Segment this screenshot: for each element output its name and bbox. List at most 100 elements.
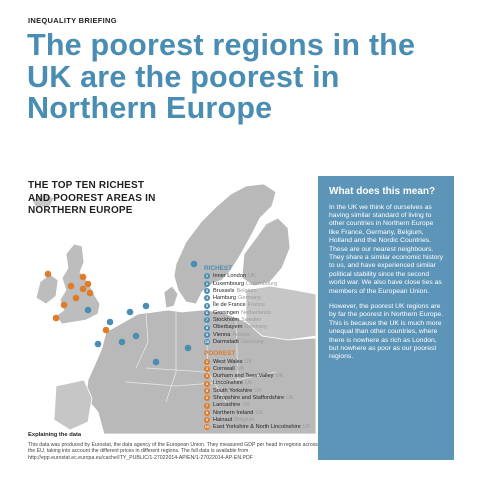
richest-item-1: 1 Inner London UK: [204, 273, 324, 280]
poorest-number-badge: 3: [204, 373, 210, 380]
poorest-list: 1 West Wales UK 2 Cornwall UK 3 Durham and Tees…: [204, 359, 324, 431]
richest-marker-3: [106, 318, 114, 326]
richest-country-name: Sweden: [241, 317, 262, 324]
poorest-marker-3: [79, 273, 87, 281]
richest-country-name: Netherlands: [241, 309, 272, 316]
poorest-item-9: 9 Hainaut Belgium: [204, 416, 324, 424]
map-title: THE TOP TEN RICHEST AND POOREST AREAS IN…: [28, 180, 156, 216]
richest-area-name: Île de France: [213, 302, 246, 309]
poorest-item-3: 3 Durham and Tees Valley UK: [204, 373, 324, 380]
richest-markers: [84, 260, 198, 366]
poorest-area-name: Cornwall: [213, 365, 235, 372]
headline: The poorest regions in the UK are the po…: [27, 28, 416, 125]
richest-item-10: 10 Darmstadt Germany: [204, 338, 324, 346]
richest-area-name: Vienna: [213, 331, 231, 338]
richest-item-4: 4 Hamburg Germany: [204, 295, 324, 302]
richest-heading: RICHEST: [204, 265, 233, 272]
sidebar-paragraph-1: In the UK we think of ourselves as havin…: [329, 203, 444, 295]
poorest-area-name: West Wales: [213, 358, 243, 365]
iceland-shape: [31, 193, 55, 209]
richest-marker-5: [94, 340, 102, 348]
poorest-item-8: 8 Northern Ireland UK: [204, 410, 324, 416]
explaining-section: Explaining the data This data was produc…: [28, 432, 318, 461]
poorest-marker-2: [52, 314, 60, 322]
poorest-heading: POOREST: [204, 350, 236, 358]
richest-area-name: Oberbayern: [213, 324, 243, 331]
sidebar-paragraph-2: However, the poorest UK regions are by f…: [329, 302, 444, 361]
poorest-country-name: UK: [244, 380, 253, 387]
iberia-shape: [53, 379, 93, 431]
richest-number-badge: 7: [204, 317, 210, 324]
richest-marker-9: [184, 344, 192, 352]
scandinavia-shape: [173, 183, 277, 305]
poorest-country-name: UK: [275, 373, 284, 380]
richest-number-badge: 9: [204, 331, 210, 338]
richest-area-name: Stockholm: [213, 317, 240, 324]
explaining-title: Explaining the data: [28, 432, 82, 438]
kicker: INEQUALITY BRIEFING: [28, 16, 117, 25]
poorest-item-4: 4 Lincolnshire UK: [204, 380, 324, 387]
richest-country-name: Belgium: [236, 287, 257, 294]
richest-marker-2: [118, 338, 126, 346]
denmark-shape: [163, 285, 179, 309]
richest-list: 1 Inner London UK 2 Luxembourg Luxembourg 3 Bru…: [204, 273, 324, 346]
richest-item-5: 5 Île de France France: [204, 302, 324, 309]
poorest-number-badge: 2: [204, 366, 210, 373]
map-legend: RICHEST 1 Inner London UK 2 Luxembourg Luxemb…: [204, 265, 324, 432]
richest-country-name: Germany: [240, 338, 264, 345]
europe-map: [31, 183, 316, 434]
ireland-shape: [35, 273, 59, 305]
poorest-country-name: UK: [302, 424, 311, 431]
poorest-markers: [44, 270, 110, 334]
poorest-item-7: 7 Lancashire UK: [204, 402, 324, 409]
poorest-area-name: Shropshire and Staffordshire: [213, 395, 285, 402]
richest-country-name: Austria: [232, 331, 250, 338]
richest-marker-10: [132, 332, 140, 340]
poorest-marker-8: [44, 270, 52, 278]
richest-marker-6: [126, 308, 134, 316]
richest-country-name: France: [247, 302, 266, 309]
richest-number-badge: 2: [204, 280, 210, 287]
poorest-marker-4: [86, 289, 94, 297]
richest-area-name: Brussels: [213, 287, 235, 294]
poorest-area-name: South Yorkshire: [213, 387, 253, 394]
poorest-item-1: 1 West Wales UK: [204, 359, 324, 365]
poorest-area-name: Hainaut: [213, 416, 233, 423]
poorest-country-name: UK: [255, 409, 264, 416]
poorest-number-badge: 7: [204, 402, 210, 409]
poorest-item-2: 2 Cornwall UK: [204, 365, 324, 373]
poorest-number-badge: 6: [204, 395, 210, 402]
poorest-area-name: East Yorkshire & North Lincolnshire: [213, 424, 301, 431]
richest-area-name: Hamburg: [213, 295, 237, 302]
poorest-country-name: Belgium: [234, 416, 255, 423]
poorest-marker-1: [60, 301, 68, 309]
richest-item-2: 2 Luxembourg Luxembourg: [204, 281, 324, 287]
what-does-this-mean-box: What does this mean? In the UK we think …: [318, 176, 454, 460]
poorest-item-6: 6 Shropshire and Staffordshire UK: [204, 395, 324, 402]
poorest-area-name: Durham and Tees Valley: [213, 373, 274, 380]
richest-number-badge: 8: [204, 324, 210, 331]
poorest-item-5: 5 South Yorkshire UK: [204, 388, 324, 394]
richest-item-9: 9 Vienna Austria: [204, 332, 324, 338]
poorest-number-badge: 5: [204, 387, 210, 394]
great-britain-shape: [55, 243, 101, 325]
poorest-country-name: UK: [236, 365, 245, 372]
richest-item-7: 7 Stockholm Sweden: [204, 317, 324, 324]
richest-marker-7: [190, 260, 198, 268]
sidebar-title: What does this mean?: [329, 186, 436, 197]
richest-country-name: Germany: [238, 295, 262, 302]
poorest-marker-5: [79, 285, 87, 293]
richest-area-name: Groningen: [213, 309, 240, 316]
richest-item-3: 3 Brussels Belgium: [204, 287, 324, 295]
poorest-number-badge: 10: [204, 424, 210, 431]
poorest-number-badge: 8: [204, 409, 210, 416]
richest-item-6: 6 Groningen Netherlands: [204, 310, 324, 316]
richest-number-badge: 5: [204, 302, 210, 309]
poorest-country-name: UK: [244, 358, 253, 365]
poorest-area-name: Lincolnshire: [213, 380, 243, 387]
poorest-number-badge: 4: [204, 380, 210, 387]
richest-number-badge: 3: [204, 288, 210, 295]
poorest-country-name: UK: [254, 387, 262, 394]
poorest-marker-9: [102, 326, 110, 334]
richest-number-badge: 1: [204, 273, 210, 280]
